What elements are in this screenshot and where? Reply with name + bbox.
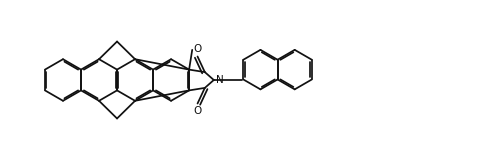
Text: O: O bbox=[193, 44, 201, 54]
Text: O: O bbox=[193, 106, 201, 116]
Text: N: N bbox=[215, 75, 223, 85]
